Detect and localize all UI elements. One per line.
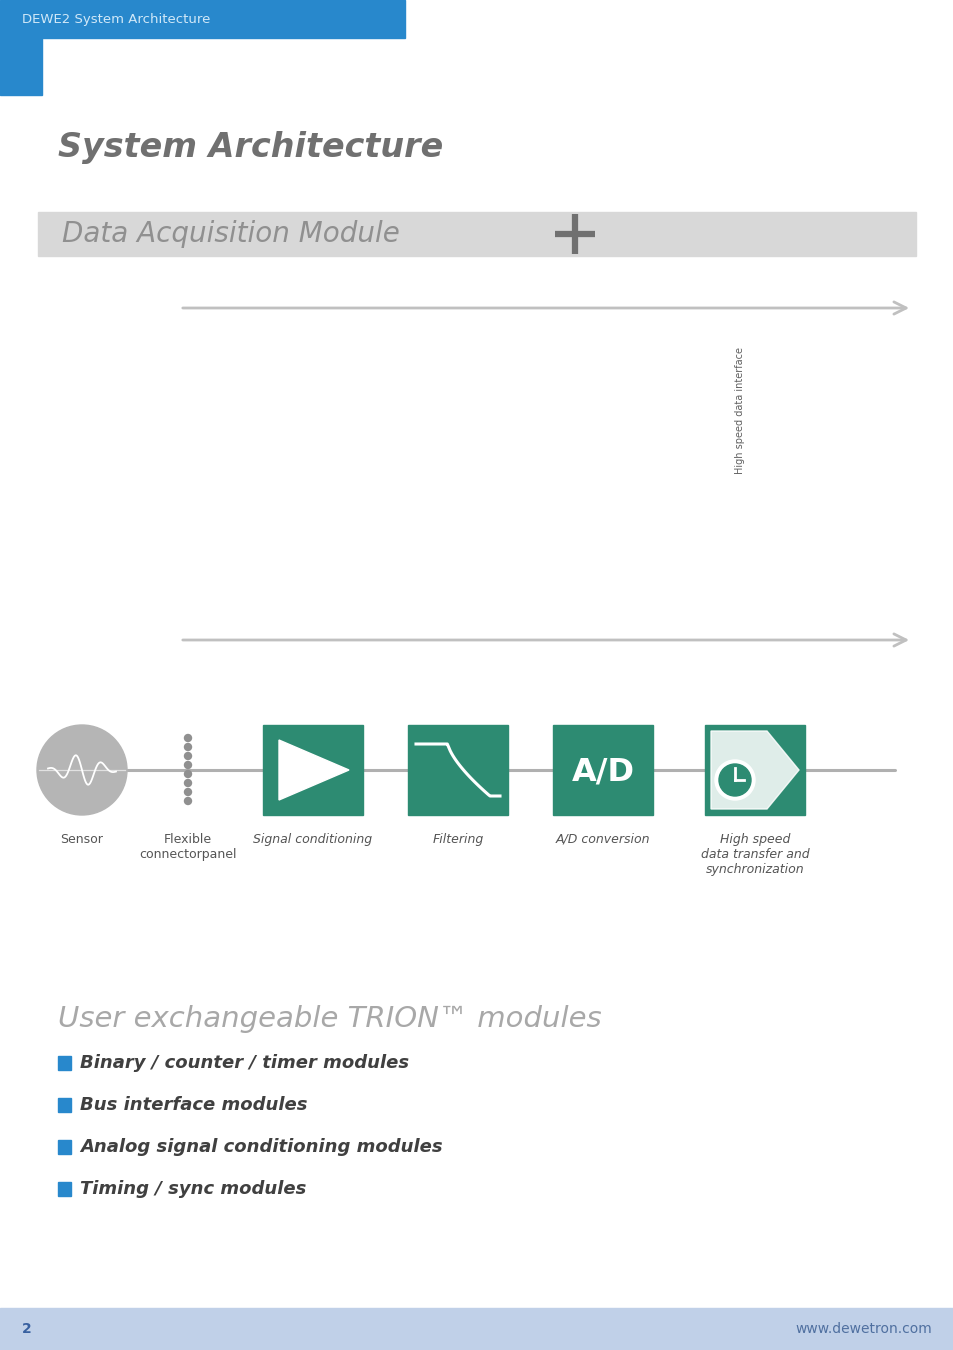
Circle shape: [184, 798, 192, 805]
Circle shape: [184, 788, 192, 795]
Polygon shape: [710, 730, 799, 809]
Text: User exchangeable TRION™ modules: User exchangeable TRION™ modules: [58, 1004, 601, 1033]
Bar: [58, 1056, 71, 1071]
Text: System Architecture: System Architecture: [58, 131, 443, 165]
Text: Analog signal conditioning modules: Analog signal conditioning modules: [80, 1138, 442, 1156]
Text: A/D: A/D: [571, 756, 634, 787]
Text: A/D conversion: A/D conversion: [556, 833, 650, 846]
Polygon shape: [278, 740, 349, 801]
Circle shape: [184, 734, 192, 741]
Circle shape: [184, 771, 192, 778]
Bar: [0, 1308, 953, 1350]
Circle shape: [184, 744, 192, 751]
Circle shape: [37, 725, 127, 815]
Bar: [58, 1098, 71, 1112]
Bar: [408, 725, 507, 815]
Bar: [263, 725, 363, 815]
Polygon shape: [0, 38, 42, 95]
Bar: [58, 1139, 71, 1154]
Text: Flexible
connectorpanel: Flexible connectorpanel: [139, 833, 236, 861]
Text: Sensor: Sensor: [60, 833, 103, 846]
Text: Data Acquisition Module: Data Acquisition Module: [62, 220, 399, 248]
Bar: [58, 1183, 71, 1196]
Circle shape: [184, 761, 192, 768]
Text: Binary / counter / timer modules: Binary / counter / timer modules: [80, 1054, 409, 1072]
Bar: [0, 0, 405, 38]
Bar: [38, 212, 915, 256]
Text: 2: 2: [22, 1322, 31, 1336]
Circle shape: [184, 752, 192, 760]
Text: High speed data interface: High speed data interface: [734, 347, 744, 474]
Bar: [553, 725, 652, 815]
Text: www.dewetron.com: www.dewetron.com: [795, 1322, 931, 1336]
Text: High speed
data transfer and
synchronization: High speed data transfer and synchroniza…: [700, 833, 808, 876]
Circle shape: [719, 764, 750, 796]
Circle shape: [714, 760, 754, 801]
Text: Signal conditioning: Signal conditioning: [253, 833, 373, 846]
Circle shape: [184, 779, 192, 787]
Text: Timing / sync modules: Timing / sync modules: [80, 1180, 306, 1197]
Text: Bus interface modules: Bus interface modules: [80, 1096, 307, 1114]
Bar: [704, 725, 804, 815]
Text: DEWE2 System Architecture: DEWE2 System Architecture: [22, 12, 211, 26]
Text: Filtering: Filtering: [432, 833, 483, 846]
